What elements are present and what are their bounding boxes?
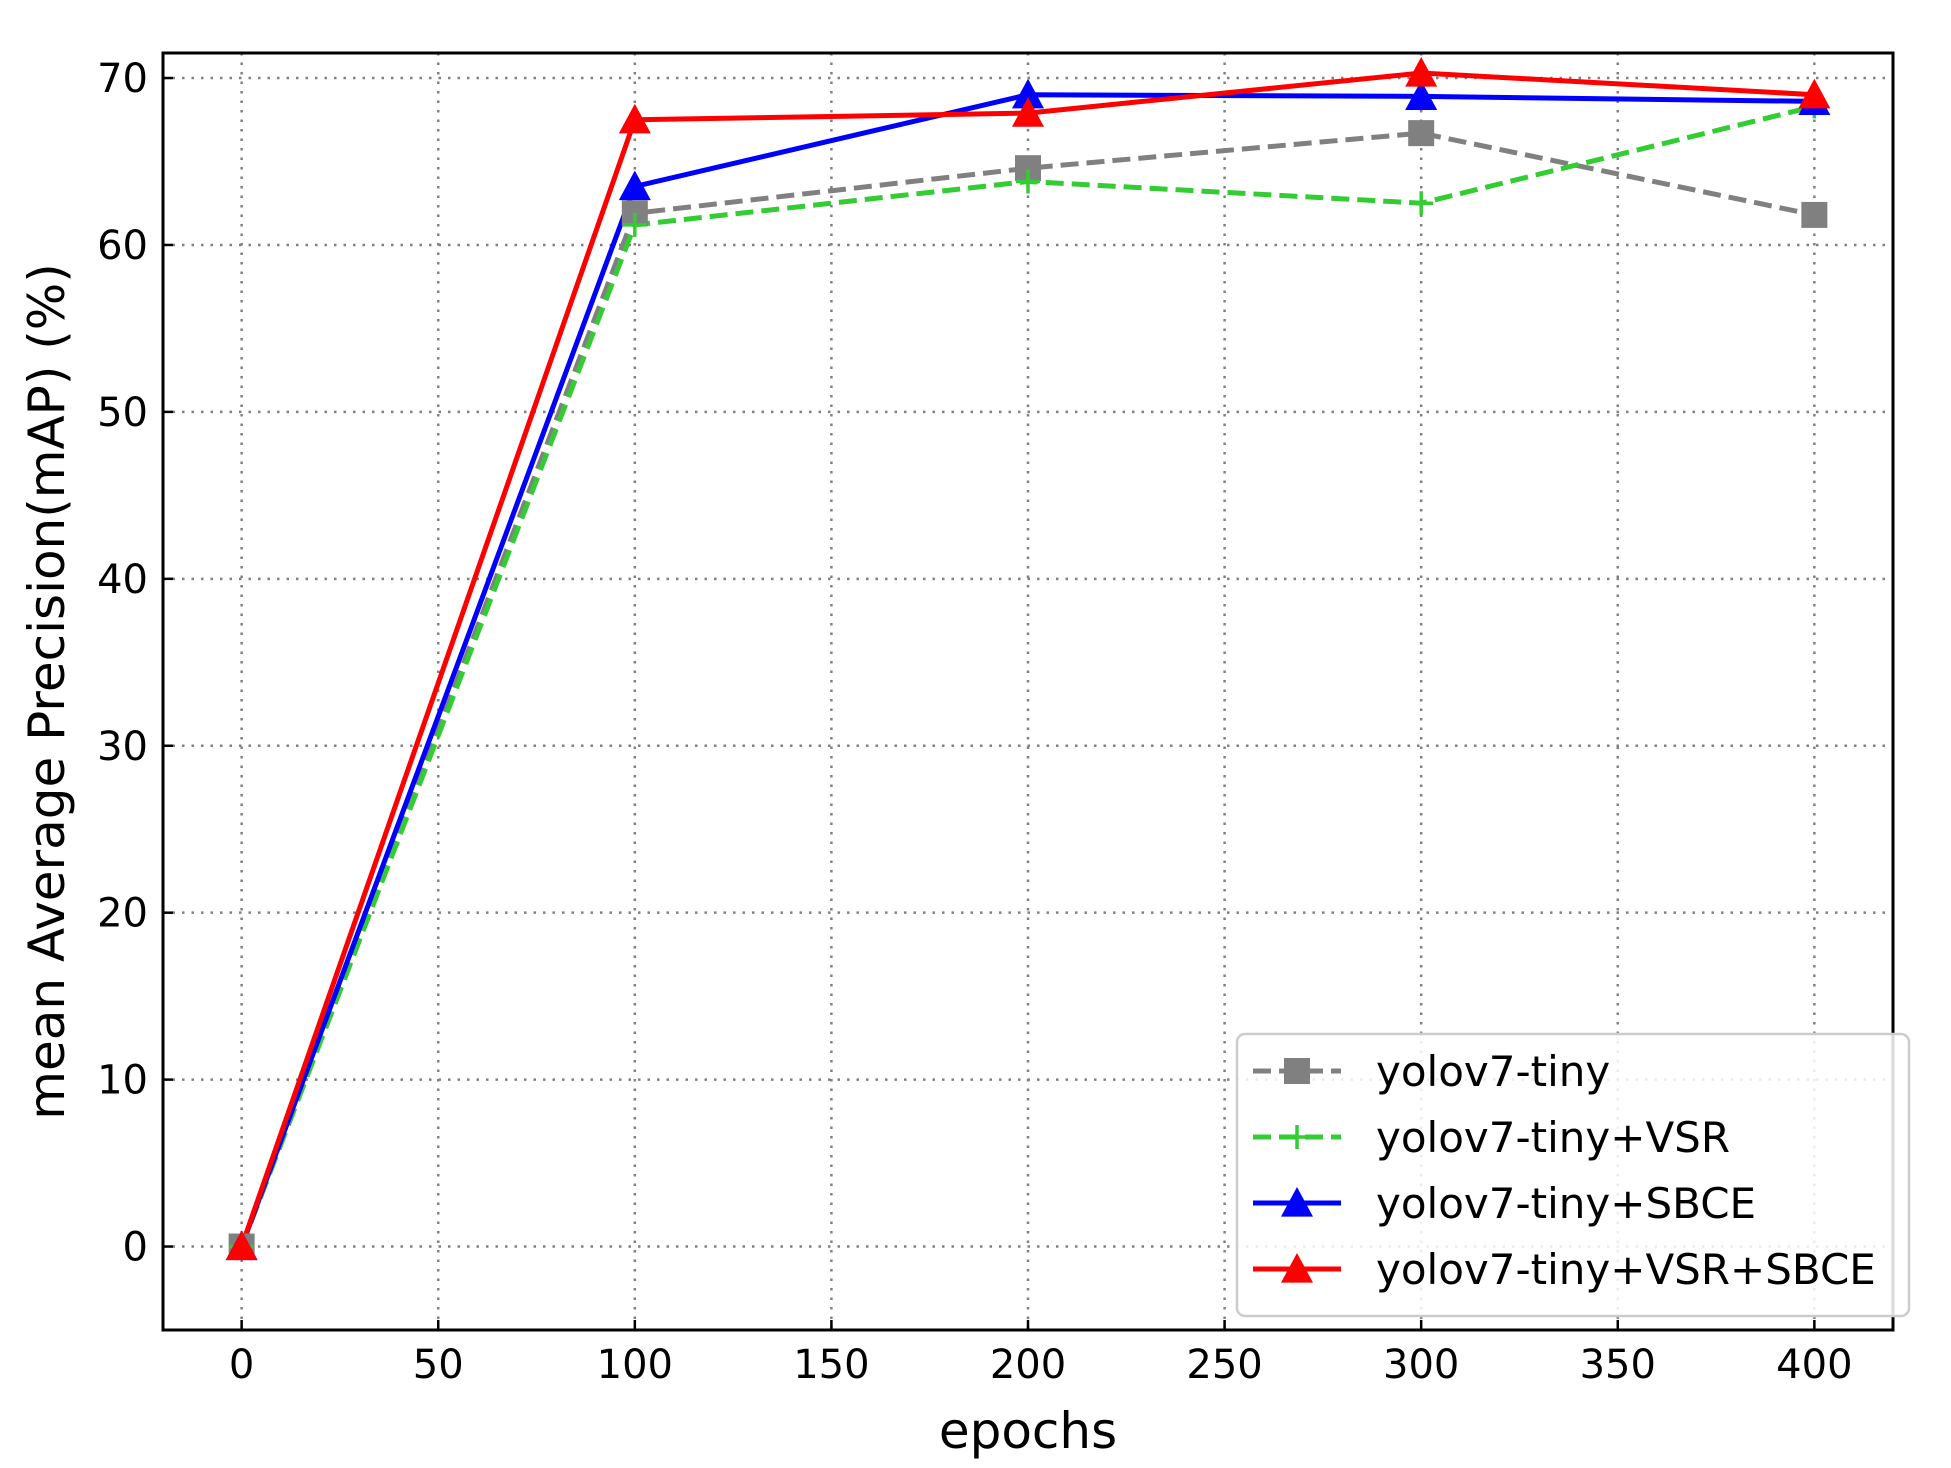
legend-marker-2 — [1281, 1187, 1313, 1217]
y-tick-label: 20 — [97, 891, 148, 937]
x-tick-label: 100 — [597, 1342, 673, 1388]
series-line-0 — [239, 130, 1815, 1248]
axis-ticks: 0 50 100 150 200 250 300 350 400 0 10 20 30 40 50 60 70 — [97, 56, 1852, 1388]
data-point-marker — [1408, 120, 1435, 147]
legend-marker-0 — [1284, 1058, 1310, 1084]
data-point-marker — [1016, 169, 1040, 194]
legend-marker-1 — [1285, 1125, 1309, 1149]
data-point-marker — [1012, 97, 1044, 127]
x-tick-label: 0 — [229, 1342, 254, 1388]
x-tick-label: 150 — [793, 1342, 869, 1388]
x-tick-label: 250 — [1186, 1342, 1262, 1388]
data-point-marker — [618, 170, 651, 201]
data-point-marker — [618, 103, 651, 134]
series-markers — [225, 57, 1831, 1261]
x-tick-label: 350 — [1580, 1342, 1656, 1388]
data-point-marker — [1405, 57, 1438, 87]
data-point-marker — [1012, 78, 1044, 109]
y-tick-label: 40 — [97, 557, 148, 603]
x-tick-label: 300 — [1383, 1342, 1459, 1388]
legend-box — [1235, 1032, 1911, 1318]
x-tick-label: 200 — [990, 1342, 1066, 1388]
legend-label: yolov7-tiny+VSR+SBCE — [1376, 1245, 1876, 1294]
data-point-marker — [1405, 80, 1438, 111]
x-tick-label: 50 — [413, 1342, 464, 1388]
y-tick-label: 60 — [97, 223, 148, 269]
y-tick-label: 30 — [97, 724, 148, 770]
data-point-marker — [622, 212, 647, 237]
y-tick-label: 70 — [97, 56, 148, 102]
legend-label: yolov7-tiny+VSR — [1376, 1113, 1730, 1162]
data-point-marker — [1798, 78, 1831, 109]
data-point-marker — [225, 1230, 258, 1261]
legend-label: yolov7-tiny — [1376, 1047, 1610, 1096]
y-axis-title: mean Average Precision(mAP) (%) — [18, 263, 76, 1120]
data-point-marker — [1801, 201, 1828, 228]
y-tick-label: 0 — [123, 1225, 148, 1271]
legend-label: yolov7-tiny+SBCE — [1376, 1179, 1756, 1228]
x-axis-title: epochs — [939, 1402, 1117, 1460]
y-tick-label: 10 — [97, 1058, 148, 1104]
data-point-marker — [1409, 191, 1434, 216]
legend-marker-3 — [1281, 1253, 1313, 1283]
x-tick-label: 400 — [1776, 1342, 1852, 1388]
legend: yolov7-tiny yolov7-tiny+VSR yolov7-tiny+SB… — [1235, 1032, 1911, 1318]
y-tick-label: 50 — [97, 390, 148, 436]
